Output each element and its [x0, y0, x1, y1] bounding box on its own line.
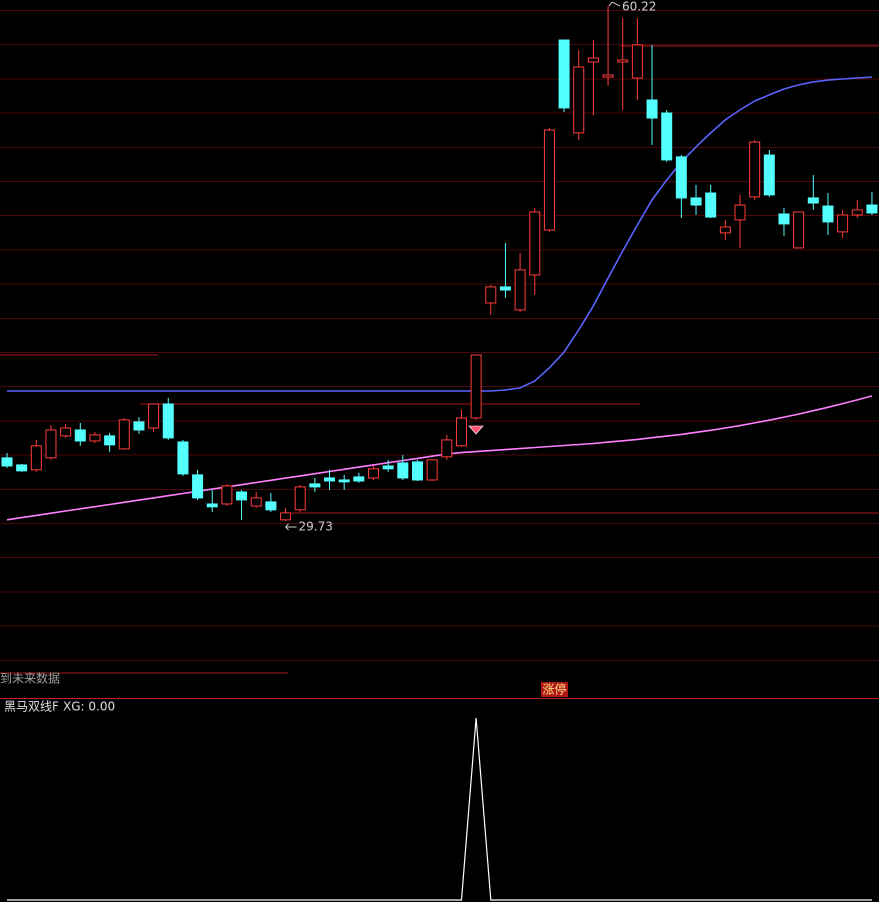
candle-body [485, 286, 497, 304]
annotation-pointer [285, 523, 297, 531]
candle-body [734, 204, 746, 221]
candle-body [793, 211, 805, 249]
candle-body [573, 66, 585, 134]
candle-body [353, 476, 365, 482]
candle-body [411, 461, 423, 481]
indicator-title: 黑马双线F [4, 700, 59, 714]
candle-body [324, 477, 336, 482]
candle-body [529, 211, 541, 276]
moving-average-line [7, 76, 872, 392]
candle-body [206, 503, 218, 508]
candle-body [499, 286, 511, 291]
candle-body [60, 427, 72, 437]
candle-body [250, 497, 262, 507]
candle-body [30, 445, 42, 471]
annotation-label: 60.22 [622, 0, 656, 14]
candle-body [543, 129, 555, 231]
candle-body [719, 226, 731, 234]
candle-body [177, 441, 189, 475]
indicator-line [7, 717, 872, 901]
candle-body [455, 417, 467, 447]
candle-body [587, 57, 599, 63]
candle-body [16, 464, 28, 472]
candle-body [162, 403, 174, 439]
candle-body [192, 474, 204, 499]
candle-body [309, 483, 321, 488]
signal-icon [468, 425, 484, 435]
candle-body [1, 457, 13, 467]
candle-body [617, 59, 629, 63]
candle-body [89, 434, 101, 442]
candle-body [470, 354, 482, 419]
candle-body [851, 209, 863, 216]
candle-body [148, 403, 160, 429]
candle-body [441, 439, 453, 458]
candle-body [397, 462, 409, 479]
candle-body [426, 459, 438, 481]
candle-body [690, 197, 702, 206]
annotation-pointer [608, 1, 621, 7]
candle-body [631, 44, 643, 79]
candle-body [602, 74, 614, 78]
moving-average-line [6, 395, 873, 521]
candle-body [763, 154, 775, 196]
candle-body [807, 197, 819, 204]
candle-body [646, 99, 658, 119]
candle-body [265, 501, 277, 511]
candle-body [368, 468, 379, 479]
candle-body [104, 435, 116, 446]
candle-body [236, 491, 248, 501]
candle-body [221, 485, 233, 505]
future-label: 到未来数据 [0, 671, 60, 686]
candle-body [837, 214, 849, 233]
candle-body [382, 465, 394, 470]
candle-body [45, 429, 57, 459]
limit-up-label: 涨停 [542, 682, 566, 697]
indicator-value: XG: 0.00 [63, 700, 115, 714]
candle-body [675, 156, 687, 199]
candle-body [294, 486, 306, 511]
grid-background [0, 0, 879, 670]
candle-body [866, 204, 878, 214]
candle-body [749, 141, 761, 198]
limit-up-badge [541, 682, 568, 697]
candle-body [338, 479, 350, 483]
candle-body [661, 112, 673, 161]
candle-body [280, 512, 292, 521]
candle-body [74, 429, 86, 442]
candle-body [514, 269, 526, 311]
candle-body [705, 192, 717, 218]
candle-body [822, 205, 834, 223]
candle-body [558, 39, 570, 109]
candle-body [118, 419, 130, 450]
annotation-label: 29.73 [299, 520, 333, 534]
candle-body [778, 213, 790, 225]
candle-body [133, 421, 145, 431]
